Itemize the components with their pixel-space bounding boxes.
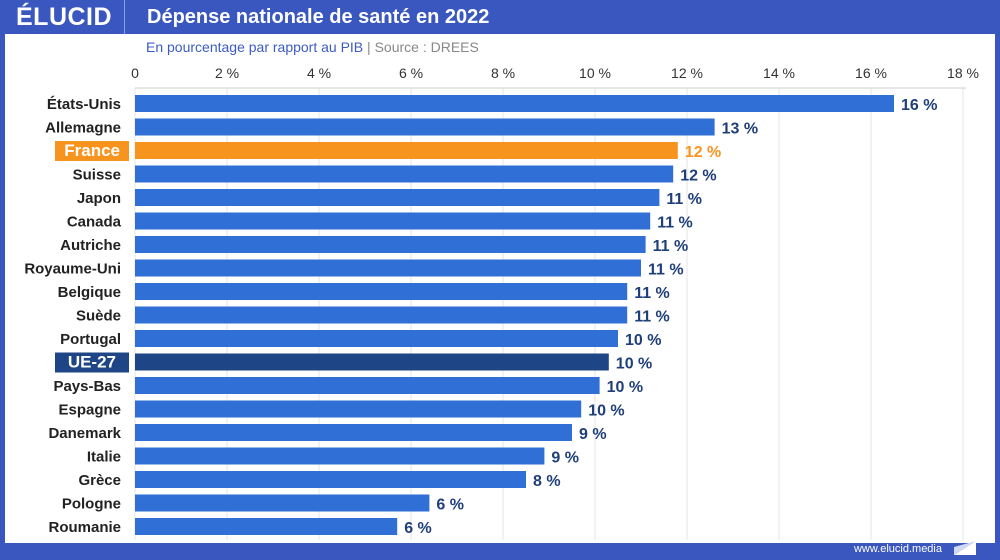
category-label: Japon	[77, 190, 121, 207]
data-label: 11 %	[634, 309, 670, 326]
data-label: 10 %	[616, 356, 652, 373]
category-label: Autriche	[60, 237, 121, 254]
category-label: Suède	[76, 308, 121, 325]
bar	[135, 471, 526, 488]
data-label: 11 %	[648, 262, 684, 279]
x-tick-label: 2 %	[215, 65, 239, 81]
bar	[135, 142, 678, 159]
bar	[135, 306, 628, 324]
bar	[135, 377, 600, 394]
data-label: 16 %	[901, 97, 937, 114]
x-tick-label: 10 %	[579, 65, 611, 81]
category-label: Allemagne	[45, 120, 121, 137]
category-label: Italie	[87, 449, 121, 466]
bar	[135, 95, 894, 112]
bar	[135, 236, 646, 253]
x-tick-label: 14 %	[763, 65, 795, 81]
data-label: 13 %	[722, 121, 758, 138]
highlight-label-bg	[55, 141, 129, 161]
x-tick-label: 6 %	[399, 65, 423, 81]
bar	[135, 330, 618, 347]
data-label: 10 %	[607, 379, 643, 396]
flag-icon	[954, 541, 976, 555]
data-label: 11 %	[666, 191, 702, 208]
bar	[135, 494, 430, 512]
chart-title: Dépense nationale de santé en 2022	[147, 6, 490, 28]
bar	[135, 353, 609, 371]
highlight-label-bg	[55, 352, 129, 373]
data-label: 12 %	[680, 168, 716, 185]
category-label: Pologne	[62, 496, 121, 513]
subtitle-separator: |	[367, 39, 371, 55]
source-text: Source : DREES	[374, 39, 479, 55]
bar	[135, 189, 660, 206]
category-label: Royaume-Uni	[24, 261, 121, 278]
data-label: 6 %	[436, 497, 464, 514]
data-label: 6 %	[404, 520, 432, 537]
category-label: Danemark	[48, 425, 121, 442]
category-label: France	[64, 141, 120, 160]
category-label: Roumanie	[48, 519, 121, 536]
data-label: 9 %	[551, 450, 579, 467]
category-label: Belgique	[58, 284, 121, 301]
category-label: Canada	[67, 214, 122, 231]
data-label: 8 %	[533, 473, 561, 490]
x-tick-label: 0	[131, 65, 139, 81]
bar	[135, 400, 582, 418]
bar	[135, 518, 398, 535]
data-label: 10 %	[588, 403, 624, 420]
bar	[135, 447, 545, 465]
category-label: UE-27	[68, 353, 116, 372]
header: ÉLUCID Dépense nationale de santé en 202…	[0, 0, 1000, 34]
x-tick-label: 4 %	[307, 65, 331, 81]
x-tick-label: 18 %	[947, 65, 979, 81]
data-label: 12 %	[685, 144, 721, 161]
category-label: Portugal	[60, 331, 121, 348]
x-tick-label: 8 %	[491, 65, 515, 81]
bar	[135, 283, 628, 300]
category-label: Grèce	[78, 472, 121, 489]
data-label: 10 %	[625, 332, 661, 349]
data-label: 11 %	[653, 238, 689, 255]
x-tick-label: 12 %	[671, 65, 703, 81]
data-label: 11 %	[634, 285, 670, 302]
bar	[135, 118, 715, 136]
bar	[135, 212, 651, 230]
bar	[135, 165, 674, 183]
data-label: 11 %	[657, 215, 693, 232]
x-tick-label: 16 %	[855, 65, 887, 81]
bar	[135, 424, 572, 441]
category-label: Espagne	[58, 402, 121, 419]
category-label: États-Unis	[47, 96, 121, 113]
category-label: Pays-Bas	[53, 378, 121, 395]
subtitle-text: En pourcentage par rapport au PIB	[146, 39, 364, 55]
data-label: 9 %	[579, 426, 607, 443]
footer-url[interactable]: www.elucid.media	[853, 543, 942, 555]
logo: ÉLUCID	[16, 3, 113, 31]
bar	[135, 259, 641, 277]
header-divider	[124, 0, 125, 34]
category-label: Suisse	[73, 167, 121, 184]
subtitle: En pourcentage par rapport au PIB | Sour…	[146, 39, 479, 55]
